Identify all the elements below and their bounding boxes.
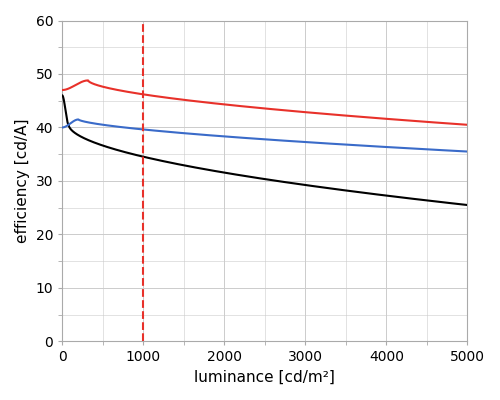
Y-axis label: efficiency [cd/A]: efficiency [cd/A]: [15, 119, 30, 243]
X-axis label: luminance [cd/m²]: luminance [cd/m²]: [194, 370, 336, 385]
